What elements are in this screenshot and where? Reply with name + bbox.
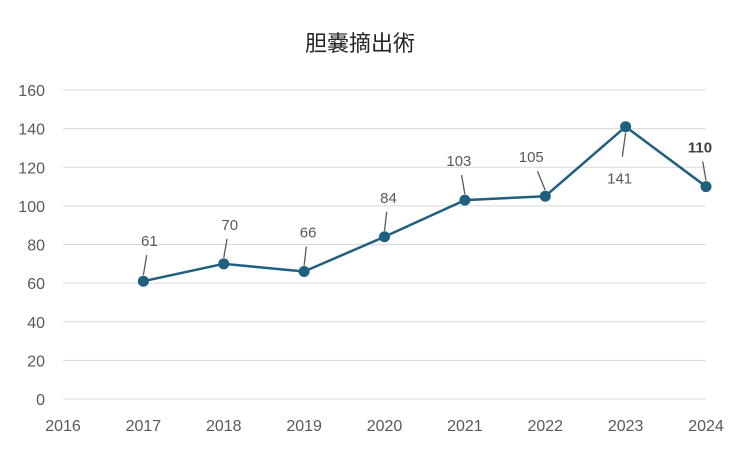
data-point-marker bbox=[298, 266, 310, 278]
data-label-leader bbox=[223, 238, 228, 258]
data-point-marker bbox=[700, 181, 712, 193]
y-tick-label: 140 bbox=[18, 122, 45, 139]
chart-title: 胆嚢摘出術 bbox=[304, 32, 415, 57]
data-label: 103 bbox=[446, 153, 471, 170]
y-tick-label: 20 bbox=[27, 353, 45, 370]
data-label-leader bbox=[142, 255, 148, 276]
y-tick-label: 100 bbox=[18, 199, 45, 216]
y-tick-label: 80 bbox=[27, 238, 45, 255]
data-label-leader bbox=[621, 132, 627, 157]
data-label: 70 bbox=[221, 217, 238, 234]
data-label: 110 bbox=[688, 140, 712, 157]
data-point-marker bbox=[379, 231, 390, 243]
y-tick-label: 120 bbox=[18, 160, 45, 177]
x-tick-label: 2018 bbox=[206, 418, 242, 435]
y-tick-label: 0 bbox=[36, 392, 45, 409]
data-label: 141 bbox=[607, 171, 632, 188]
x-tick-label: 2017 bbox=[126, 418, 162, 435]
y-tick-label: 160 bbox=[18, 83, 45, 100]
data-point-marker bbox=[620, 121, 632, 133]
data-label: 84 bbox=[380, 190, 397, 207]
data-label-leader bbox=[383, 211, 388, 231]
y-tick-label: 60 bbox=[27, 276, 45, 293]
x-tick-label: 2016 bbox=[45, 418, 81, 435]
data-label: 61 bbox=[141, 233, 158, 250]
data-label-leader bbox=[536, 170, 546, 191]
x-tick-label: 2022 bbox=[527, 418, 563, 435]
series-line bbox=[143, 125, 707, 283]
data-point-marker bbox=[218, 258, 230, 270]
data-label-leader bbox=[303, 246, 307, 266]
x-tick-label: 2023 bbox=[608, 418, 644, 435]
data-label: 66 bbox=[300, 225, 317, 242]
data-point-marker bbox=[539, 190, 551, 202]
x-tick-label: 2021 bbox=[447, 418, 483, 435]
data-label-leader bbox=[702, 161, 707, 181]
y-tick-label: 40 bbox=[27, 315, 45, 332]
data-label: 105 bbox=[519, 149, 544, 166]
data-label-leader bbox=[460, 174, 466, 195]
data-point-marker bbox=[459, 194, 471, 206]
x-tick-label: 2020 bbox=[367, 418, 403, 435]
x-tick-label: 2024 bbox=[688, 418, 724, 435]
data-point-marker bbox=[137, 275, 149, 287]
x-tick-label: 2019 bbox=[286, 418, 322, 435]
